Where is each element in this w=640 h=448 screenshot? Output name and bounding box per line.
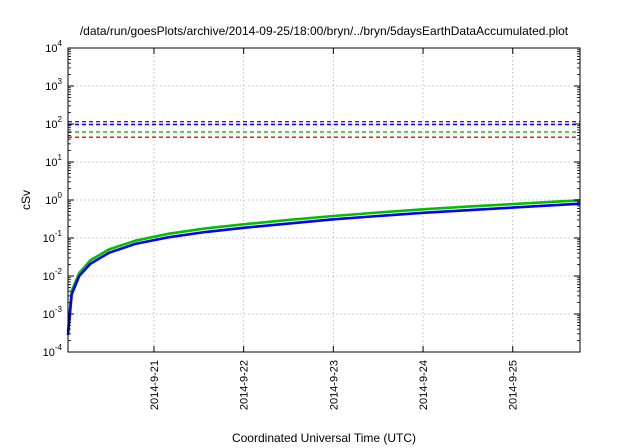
x-tick-label: 2014-9-21 — [149, 360, 161, 410]
y-tick-base: 10 — [43, 309, 55, 321]
y-tick-label: 101 — [45, 153, 62, 169]
y-tick-label: 10-3 — [43, 305, 63, 321]
x-tick-label: 2014-9-23 — [328, 360, 340, 410]
x-axis: 2014-9-21 2014-9-22 2014-9-23 2014-9-24 2014… — [149, 48, 520, 410]
x-tick-label: 2014-9-25 — [508, 360, 520, 410]
y-tick-base: 10 — [43, 347, 55, 359]
y-tick-exponent: -1 — [55, 229, 63, 238]
y-tick-label: 100 — [45, 191, 62, 207]
series-line — [66, 202, 581, 336]
y-axis-label: cSv — [19, 190, 33, 210]
y-tick-label: 10-1 — [43, 229, 63, 245]
y-tick-label: 104 — [45, 39, 62, 55]
y-tick-exponent: 2 — [58, 115, 63, 124]
y-tick-label: 103 — [45, 77, 62, 93]
y-tick-label: 102 — [45, 115, 62, 131]
series-line — [66, 199, 581, 332]
y-tick-label: 10-4 — [43, 343, 63, 359]
y-tick-exponent: 1 — [58, 153, 63, 162]
y-tick-exponent: 3 — [58, 77, 63, 86]
y-tick-exponent: -4 — [55, 343, 63, 352]
y-tick-base: 10 — [45, 119, 57, 131]
y-tick-exponent: 0 — [58, 191, 63, 200]
series-layer — [66, 120, 581, 336]
grid — [68, 48, 580, 352]
y-tick-base: 10 — [43, 271, 55, 283]
y-tick-base: 10 — [45, 195, 57, 207]
y-tick-base: 10 — [45, 43, 57, 55]
x-tick-label: 2014-9-22 — [239, 360, 251, 410]
x-tick-label: 2014-9-24 — [418, 360, 430, 410]
chart-title: /data/run/goesPlots/archive/2014-09-25/1… — [80, 24, 569, 38]
y-tick-base: 10 — [45, 157, 57, 169]
y-tick-exponent: 4 — [58, 39, 63, 48]
y-tick-base: 10 — [45, 81, 57, 93]
y-tick-base: 10 — [43, 233, 55, 245]
y-tick-exponent: -2 — [55, 267, 63, 276]
x-axis-label: Coordinated Universal Time (UTC) — [232, 431, 416, 445]
y-tick-exponent: -3 — [55, 305, 63, 314]
y-tick-label: 10-2 — [43, 267, 63, 283]
